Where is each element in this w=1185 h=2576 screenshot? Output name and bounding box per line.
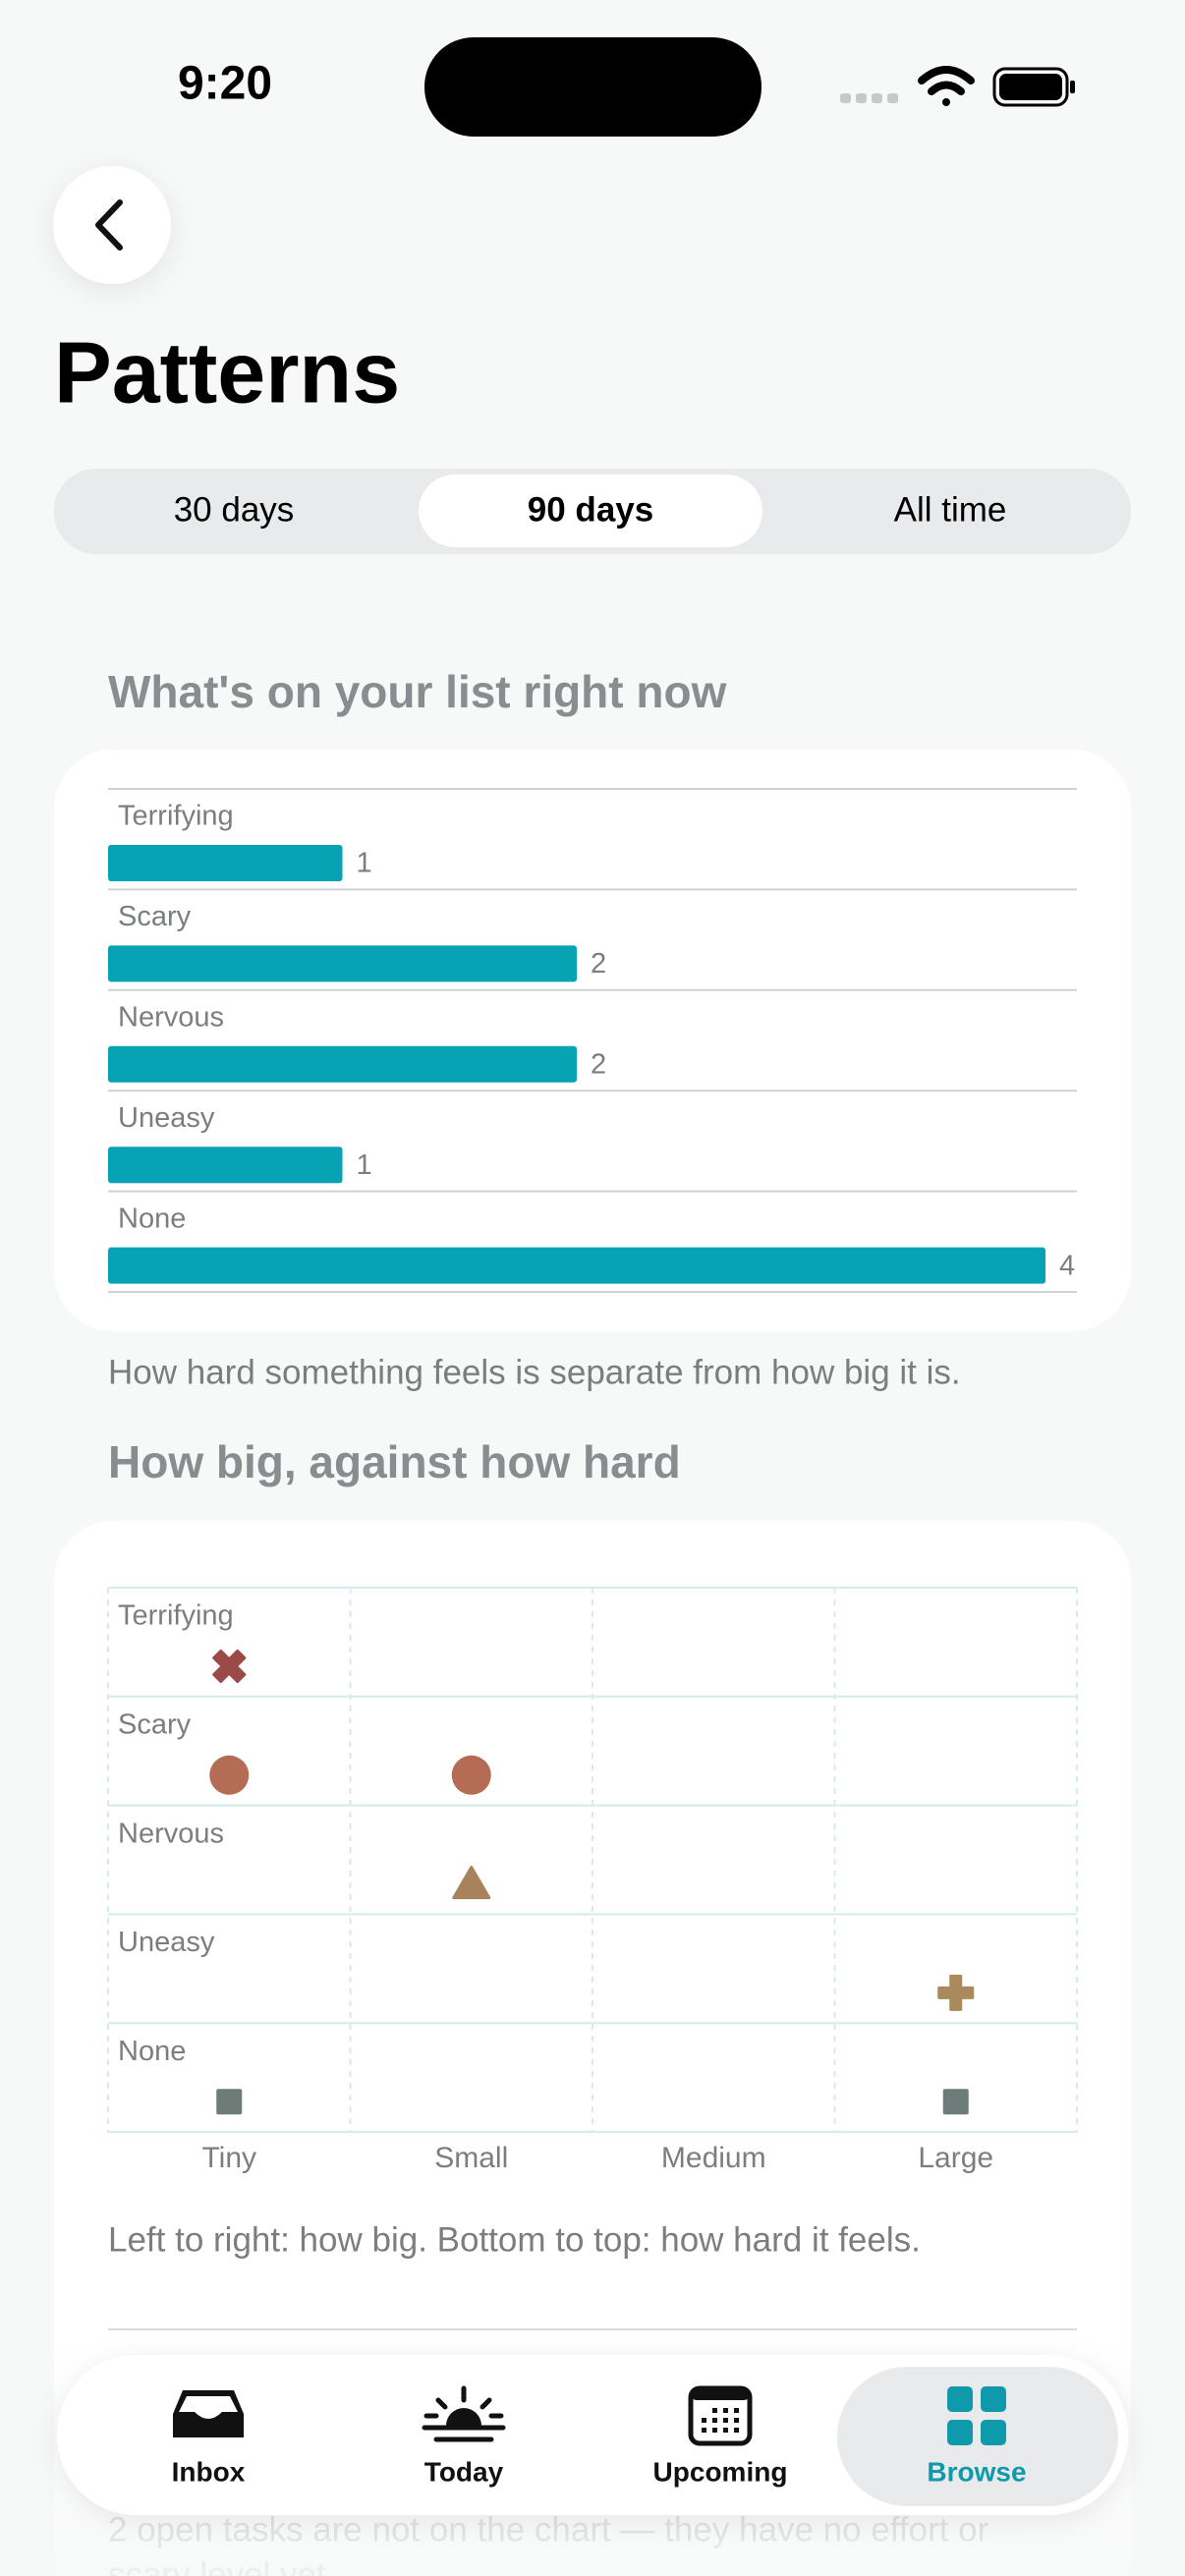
point bbox=[209, 1755, 250, 1795]
tab-icon bbox=[723, 2418, 728, 2423]
point bbox=[212, 1649, 247, 1684]
x-label: Medium bbox=[661, 2142, 766, 2174]
point bbox=[452, 1866, 491, 1900]
tab-icon bbox=[712, 2428, 717, 2433]
x-label: Small bbox=[434, 2142, 508, 2174]
tab-icon bbox=[947, 2386, 973, 2412]
tab-icon bbox=[734, 2408, 739, 2413]
signal bbox=[840, 93, 898, 103]
bar bbox=[108, 1147, 343, 1184]
tab-icon bbox=[712, 2418, 717, 2423]
tab-icon bbox=[702, 2428, 706, 2433]
back-button[interactable] bbox=[53, 166, 171, 284]
x-label: Tiny bbox=[201, 2142, 256, 2174]
section-title: What's on your list right now bbox=[108, 666, 727, 717]
card bbox=[54, 750, 1131, 1331]
page-title: Patterns bbox=[54, 323, 400, 420]
battery bbox=[992, 67, 1075, 107]
y-label: Nervous bbox=[118, 1818, 224, 1849]
bar-label: Terrifying bbox=[118, 801, 234, 832]
caption: Left to right: how big. Bottom to top: h… bbox=[108, 2220, 921, 2259]
tab-label[interactable]: Browse bbox=[927, 2456, 1026, 2487]
tab-icon bbox=[734, 2428, 739, 2433]
segment-selected[interactable] bbox=[419, 475, 762, 547]
tab-label[interactable]: Today bbox=[424, 2456, 504, 2487]
point bbox=[216, 2089, 243, 2115]
tab-icon bbox=[723, 2428, 728, 2433]
bar-value: 1 bbox=[357, 848, 372, 879]
point bbox=[942, 2089, 969, 2115]
bar-label: Scary bbox=[118, 901, 192, 932]
tab-icon bbox=[422, 2385, 506, 2442]
status-time: 9:20 bbox=[178, 58, 272, 110]
tab-icon bbox=[734, 2418, 739, 2423]
tab-label[interactable]: Upcoming bbox=[653, 2456, 788, 2487]
bar bbox=[108, 945, 577, 982]
bar-label: None bbox=[118, 1203, 186, 1234]
point bbox=[451, 1755, 491, 1795]
y-label: None bbox=[118, 2036, 186, 2067]
point bbox=[937, 1974, 975, 2011]
bar bbox=[108, 1247, 1045, 1284]
bar bbox=[108, 845, 343, 881]
bar-value: 4 bbox=[1059, 1250, 1075, 1281]
tab-icon bbox=[179, 2396, 238, 2419]
tab-icon bbox=[723, 2408, 728, 2413]
wifi bbox=[918, 66, 975, 106]
back-icon bbox=[95, 199, 123, 251]
bar-value: 1 bbox=[357, 1149, 372, 1181]
x-label: Large bbox=[918, 2142, 993, 2174]
tab-label[interactable]: Inbox bbox=[172, 2456, 246, 2487]
tab-icon bbox=[981, 2386, 1006, 2412]
tab-icon bbox=[981, 2420, 1006, 2445]
bar bbox=[108, 1045, 577, 1083]
tab-icon bbox=[691, 2388, 750, 2400]
y-label: Terrifying bbox=[118, 1600, 234, 1632]
tab-icon bbox=[702, 2418, 706, 2423]
bar-value: 2 bbox=[591, 948, 606, 980]
tab-icon bbox=[446, 2408, 481, 2426]
y-label: Uneasy bbox=[118, 1927, 215, 1958]
bar-label: Nervous bbox=[118, 1001, 224, 1033]
dynamic-island bbox=[424, 37, 762, 137]
segment-label[interactable]: 30 days bbox=[174, 490, 295, 529]
tab-icon bbox=[712, 2408, 717, 2413]
bar-value: 2 bbox=[591, 1048, 606, 1080]
tab-selected[interactable] bbox=[837, 2367, 1118, 2506]
section-title: How big, against how hard bbox=[108, 1436, 681, 1487]
bar-label: Uneasy bbox=[118, 1102, 215, 1134]
y-label: Scary bbox=[118, 1708, 192, 1740]
segment-label[interactable]: All time bbox=[894, 490, 1007, 529]
note: How hard something feels is separate fro… bbox=[108, 1353, 961, 1391]
tab-icon bbox=[947, 2420, 973, 2445]
segment-label[interactable]: 90 days bbox=[528, 490, 653, 529]
